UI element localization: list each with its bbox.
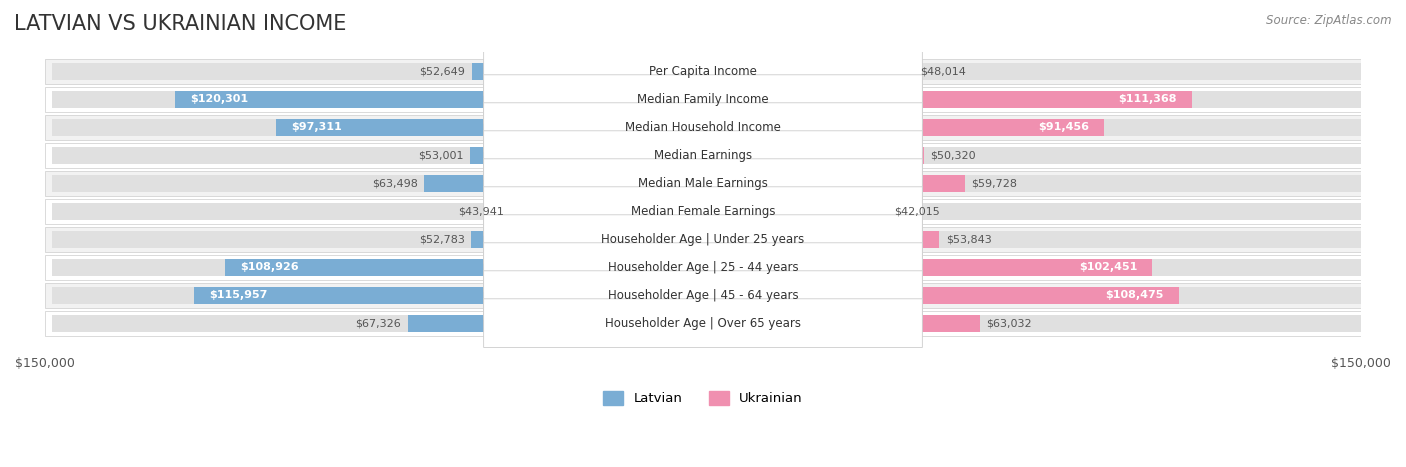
FancyBboxPatch shape <box>484 47 922 95</box>
FancyBboxPatch shape <box>484 187 922 235</box>
Text: Median Household Income: Median Household Income <box>626 120 780 134</box>
Text: $108,926: $108,926 <box>240 262 299 272</box>
Bar <box>703 147 924 163</box>
FancyBboxPatch shape <box>484 103 922 151</box>
Bar <box>710 287 1361 304</box>
Bar <box>710 91 1361 107</box>
Text: $102,451: $102,451 <box>1078 262 1137 272</box>
Text: $48,014: $48,014 <box>920 66 966 76</box>
Text: $91,456: $91,456 <box>1038 122 1088 132</box>
Text: $115,957: $115,957 <box>209 290 269 300</box>
FancyBboxPatch shape <box>484 271 922 319</box>
Bar <box>45 311 1361 336</box>
Text: $63,032: $63,032 <box>986 318 1032 328</box>
Bar <box>703 63 914 79</box>
Bar <box>45 87 1361 112</box>
Bar <box>703 231 939 248</box>
Text: $52,649: $52,649 <box>419 66 465 76</box>
Bar <box>45 199 1361 224</box>
Text: $59,728: $59,728 <box>972 178 1018 188</box>
Bar <box>425 175 703 191</box>
Bar <box>52 287 703 304</box>
Text: $50,320: $50,320 <box>931 150 976 160</box>
Bar <box>408 315 703 332</box>
Bar <box>710 175 1361 191</box>
Bar <box>52 315 703 332</box>
Text: Householder Age | Over 65 years: Householder Age | Over 65 years <box>605 317 801 330</box>
Bar <box>52 231 703 248</box>
Text: Householder Age | 45 - 64 years: Householder Age | 45 - 64 years <box>607 289 799 302</box>
Text: $63,498: $63,498 <box>373 178 418 188</box>
Bar <box>472 63 703 79</box>
FancyBboxPatch shape <box>484 75 922 123</box>
Bar <box>45 115 1361 140</box>
Bar <box>45 283 1361 308</box>
Bar <box>45 171 1361 196</box>
Text: Householder Age | 25 - 44 years: Householder Age | 25 - 44 years <box>607 261 799 274</box>
Text: $108,475: $108,475 <box>1105 290 1164 300</box>
Bar <box>703 203 887 219</box>
Bar <box>45 255 1361 280</box>
Text: Householder Age | Under 25 years: Householder Age | Under 25 years <box>602 233 804 246</box>
Text: Median Male Earnings: Median Male Earnings <box>638 177 768 190</box>
Text: Median Female Earnings: Median Female Earnings <box>631 205 775 218</box>
Bar <box>510 203 703 219</box>
Bar <box>703 91 1191 107</box>
Text: $53,843: $53,843 <box>946 234 991 244</box>
Legend: Latvian, Ukrainian: Latvian, Ukrainian <box>598 386 808 410</box>
Bar <box>52 91 703 107</box>
Bar <box>52 203 703 219</box>
FancyBboxPatch shape <box>484 159 922 207</box>
Text: $120,301: $120,301 <box>191 94 249 104</box>
Text: $53,001: $53,001 <box>419 150 464 160</box>
Bar <box>194 287 703 304</box>
FancyBboxPatch shape <box>484 243 922 291</box>
Bar <box>45 227 1361 252</box>
Bar <box>52 175 703 191</box>
Text: $43,941: $43,941 <box>458 206 503 216</box>
Bar <box>471 147 703 163</box>
Bar <box>710 203 1361 219</box>
Text: $111,368: $111,368 <box>1118 94 1177 104</box>
Bar <box>710 63 1361 79</box>
Bar <box>710 259 1361 276</box>
Text: Source: ZipAtlas.com: Source: ZipAtlas.com <box>1267 14 1392 27</box>
Text: LATVIAN VS UKRAINIAN INCOME: LATVIAN VS UKRAINIAN INCOME <box>14 14 346 34</box>
Text: $97,311: $97,311 <box>291 122 342 132</box>
Bar <box>710 315 1361 332</box>
FancyBboxPatch shape <box>484 131 922 179</box>
Bar <box>176 91 703 107</box>
Bar <box>45 59 1361 84</box>
Bar <box>710 147 1361 163</box>
FancyBboxPatch shape <box>484 215 922 263</box>
Bar <box>276 119 703 135</box>
FancyBboxPatch shape <box>484 299 922 347</box>
Bar <box>703 315 980 332</box>
Bar <box>703 119 1104 135</box>
Bar <box>52 259 703 276</box>
Text: Median Family Income: Median Family Income <box>637 92 769 106</box>
Bar <box>703 175 965 191</box>
Text: Median Earnings: Median Earnings <box>654 149 752 162</box>
Bar <box>52 63 703 79</box>
Text: $52,783: $52,783 <box>419 234 465 244</box>
Bar <box>225 259 703 276</box>
Bar <box>710 231 1361 248</box>
Bar <box>52 147 703 163</box>
Text: Per Capita Income: Per Capita Income <box>650 64 756 78</box>
Bar <box>703 259 1153 276</box>
Bar <box>703 287 1178 304</box>
Bar <box>52 119 703 135</box>
Text: $67,326: $67,326 <box>356 318 401 328</box>
Bar <box>45 143 1361 168</box>
Bar <box>710 119 1361 135</box>
Text: $42,015: $42,015 <box>894 206 939 216</box>
Bar <box>471 231 703 248</box>
